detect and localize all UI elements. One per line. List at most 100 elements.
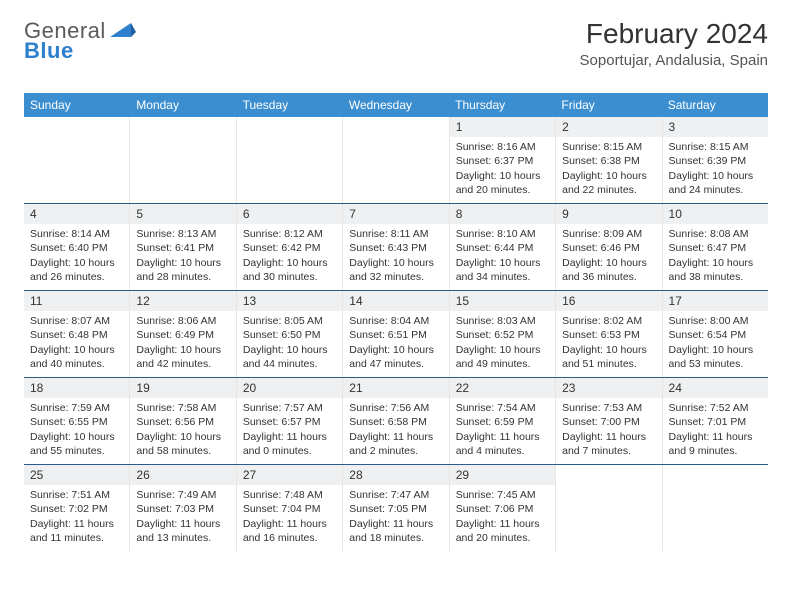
sunrise-line: Sunrise: 8:06 AM	[136, 314, 229, 328]
day-number: 8	[456, 207, 463, 221]
day-number: 21	[349, 381, 362, 395]
location: Soportujar, Andalusia, Spain	[580, 52, 768, 69]
sunset-line: Sunset: 6:46 PM	[562, 241, 655, 255]
day-number-bar: 21	[343, 378, 448, 398]
day-number-bar: 3	[663, 117, 768, 137]
daylight-line: Daylight: 11 hours and 11 minutes.	[30, 517, 123, 545]
sunrise-line: Sunrise: 8:08 AM	[669, 227, 762, 241]
day-number-bar: 4	[24, 204, 129, 224]
calendar-empty-cell	[663, 465, 768, 551]
day-number: 23	[562, 381, 575, 395]
day-number-bar: 24	[663, 378, 768, 398]
daylight-line: Daylight: 11 hours and 7 minutes.	[562, 430, 655, 458]
day-number: 25	[30, 468, 43, 482]
calendar-header-row: SundayMondayTuesdayWednesdayThursdayFrid…	[24, 93, 768, 117]
day-number: 13	[243, 294, 256, 308]
sunrise-line: Sunrise: 8:09 AM	[562, 227, 655, 241]
sunset-line: Sunset: 6:47 PM	[669, 241, 762, 255]
day-number-bar: 8	[450, 204, 555, 224]
weekday-header: Wednesday	[343, 93, 449, 117]
day-number-bar: 6	[237, 204, 342, 224]
daylight-line: Daylight: 11 hours and 16 minutes.	[243, 517, 336, 545]
calendar-row: 1Sunrise: 8:16 AMSunset: 6:37 PMDaylight…	[24, 117, 768, 203]
day-number: 3	[669, 120, 676, 134]
logo-icon	[110, 20, 136, 43]
sunset-line: Sunset: 6:59 PM	[456, 415, 549, 429]
calendar-empty-cell	[24, 117, 130, 203]
weekday-header: Thursday	[449, 93, 555, 117]
sunset-line: Sunset: 6:53 PM	[562, 328, 655, 342]
sunrise-line: Sunrise: 7:48 AM	[243, 488, 336, 502]
day-number: 6	[243, 207, 250, 221]
sunset-line: Sunset: 6:54 PM	[669, 328, 762, 342]
day-number-bar: 26	[130, 465, 235, 485]
day-number-bar: 10	[663, 204, 768, 224]
day-number: 29	[456, 468, 469, 482]
day-number-bar: 13	[237, 291, 342, 311]
daylight-line: Daylight: 10 hours and 49 minutes.	[456, 343, 549, 371]
day-number-bar: 29	[450, 465, 555, 485]
sunset-line: Sunset: 6:40 PM	[30, 241, 123, 255]
daylight-line: Daylight: 10 hours and 53 minutes.	[669, 343, 762, 371]
daylight-line: Daylight: 10 hours and 20 minutes.	[456, 169, 549, 197]
day-number-bar: 16	[556, 291, 661, 311]
daylight-line: Daylight: 10 hours and 40 minutes.	[30, 343, 123, 371]
calendar-day-cell: 22Sunrise: 7:54 AMSunset: 6:59 PMDayligh…	[450, 378, 556, 464]
daylight-line: Daylight: 10 hours and 34 minutes.	[456, 256, 549, 284]
sunrise-line: Sunrise: 8:05 AM	[243, 314, 336, 328]
day-number-bar: 1	[450, 117, 555, 137]
calendar-day-cell: 13Sunrise: 8:05 AMSunset: 6:50 PMDayligh…	[237, 291, 343, 377]
day-number: 19	[136, 381, 149, 395]
calendar-day-cell: 19Sunrise: 7:58 AMSunset: 6:56 PMDayligh…	[130, 378, 236, 464]
daylight-line: Daylight: 10 hours and 22 minutes.	[562, 169, 655, 197]
sunset-line: Sunset: 6:48 PM	[30, 328, 123, 342]
day-number: 10	[669, 207, 682, 221]
sunrise-line: Sunrise: 7:53 AM	[562, 401, 655, 415]
day-number: 14	[349, 294, 362, 308]
sunset-line: Sunset: 7:02 PM	[30, 502, 123, 516]
sunrise-line: Sunrise: 8:11 AM	[349, 227, 442, 241]
daylight-line: Daylight: 10 hours and 51 minutes.	[562, 343, 655, 371]
day-number-bar: 5	[130, 204, 235, 224]
sunrise-line: Sunrise: 7:54 AM	[456, 401, 549, 415]
calendar-day-cell: 28Sunrise: 7:47 AMSunset: 7:05 PMDayligh…	[343, 465, 449, 551]
day-number-bar: 15	[450, 291, 555, 311]
sunset-line: Sunset: 7:06 PM	[456, 502, 549, 516]
calendar-day-cell: 29Sunrise: 7:45 AMSunset: 7:06 PMDayligh…	[450, 465, 556, 551]
sunrise-line: Sunrise: 7:52 AM	[669, 401, 762, 415]
calendar-day-cell: 9Sunrise: 8:09 AMSunset: 6:46 PMDaylight…	[556, 204, 662, 290]
day-number-bar: 17	[663, 291, 768, 311]
calendar-day-cell: 6Sunrise: 8:12 AMSunset: 6:42 PMDaylight…	[237, 204, 343, 290]
calendar-day-cell: 21Sunrise: 7:56 AMSunset: 6:58 PMDayligh…	[343, 378, 449, 464]
day-number: 26	[136, 468, 149, 482]
sunrise-line: Sunrise: 7:45 AM	[456, 488, 549, 502]
month-title: February 2024	[580, 18, 768, 50]
day-number: 11	[30, 294, 42, 308]
day-number: 5	[136, 207, 143, 221]
day-number-bar: 20	[237, 378, 342, 398]
day-number: 16	[562, 294, 575, 308]
calendar-day-cell: 16 Sunrise: 8:02 AMSunset: 6:53 PMDayligh…	[556, 291, 662, 377]
sunrise-line: Sunrise: 8:12 AM	[243, 227, 336, 241]
sunset-line: Sunset: 6:50 PM	[243, 328, 336, 342]
calendar-day-cell: 4Sunrise: 8:14 AMSunset: 6:40 PMDaylight…	[24, 204, 130, 290]
sunrise-line: Sunrise: 8:16 AM	[456, 140, 549, 154]
sunset-line: Sunset: 6:43 PM	[349, 241, 442, 255]
calendar-empty-cell	[130, 117, 236, 203]
calendar-day-cell: 11Sunrise: 8:07 AMSunset: 6:48 PMDayligh…	[24, 291, 130, 377]
weekday-header: Sunday	[24, 93, 130, 117]
daylight-line: Daylight: 10 hours and 28 minutes.	[136, 256, 229, 284]
calendar-day-cell: 8Sunrise: 8:10 AMSunset: 6:44 PMDaylight…	[450, 204, 556, 290]
sunrise-line: Sunrise: 8:13 AM	[136, 227, 229, 241]
calendar-body: 1Sunrise: 8:16 AMSunset: 6:37 PMDaylight…	[24, 117, 768, 551]
calendar-day-cell: 2Sunrise: 8:15 AMSunset: 6:38 PMDaylight…	[556, 117, 662, 203]
calendar-day-cell: 1Sunrise: 8:16 AMSunset: 6:37 PMDaylight…	[450, 117, 556, 203]
sunrise-line: Sunrise: 8:02 AM	[562, 314, 655, 328]
sunset-line: Sunset: 7:04 PM	[243, 502, 336, 516]
sunrise-line: Sunrise: 8:00 AM	[669, 314, 762, 328]
sunset-line: Sunset: 6:38 PM	[562, 154, 655, 168]
daylight-line: Daylight: 11 hours and 2 minutes.	[349, 430, 442, 458]
day-number-bar: 19	[130, 378, 235, 398]
day-number: 27	[243, 468, 256, 482]
sunrise-line: Sunrise: 8:14 AM	[30, 227, 123, 241]
